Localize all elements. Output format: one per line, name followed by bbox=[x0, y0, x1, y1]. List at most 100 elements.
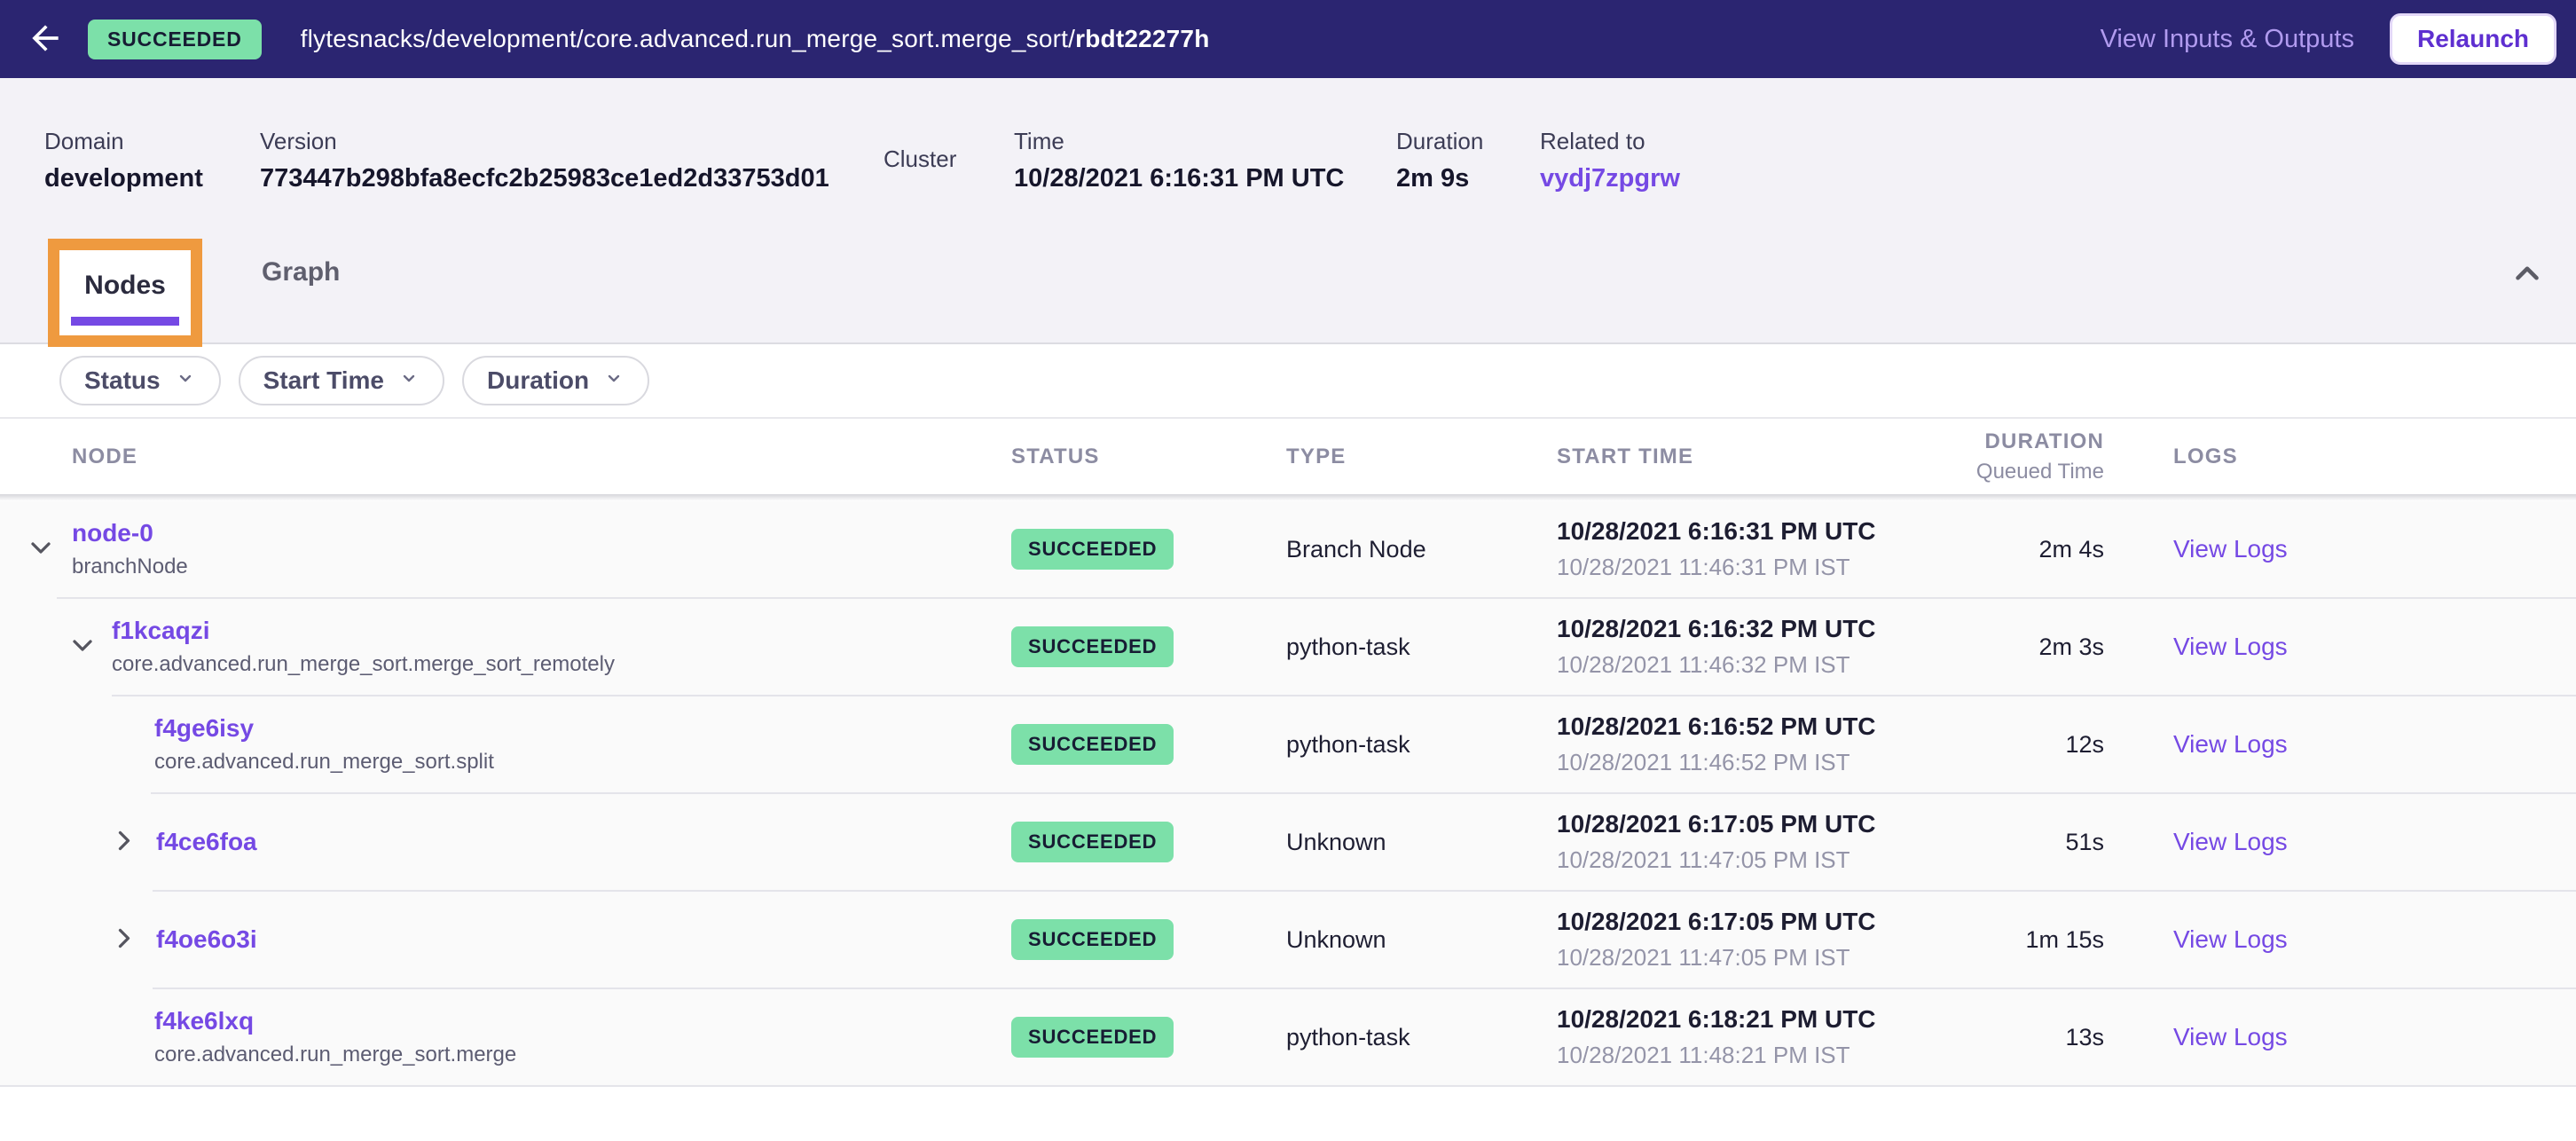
nodes-table: node-0 branchNode SUCCEEDED Branch Node … bbox=[0, 501, 2576, 1087]
node-type: Unknown bbox=[1286, 828, 1386, 855]
table-row: f4oe6o3i SUCCEEDED Unknown 10/28/2021 6:… bbox=[0, 892, 2576, 988]
filter-status-label: Status bbox=[84, 366, 161, 394]
filter-duration[interactable]: Duration bbox=[462, 356, 650, 405]
start-time-utc: 10/28/2021 6:18:21 PM UTC bbox=[1557, 1005, 1876, 1033]
node-id-link[interactable]: f1kcaqzi bbox=[112, 617, 210, 644]
meta-domain: Domain development bbox=[44, 128, 203, 193]
collapse-row-button[interactable] bbox=[25, 532, 57, 567]
node-duration: 12s bbox=[2065, 730, 2104, 758]
start-time-cell: 10/28/2021 6:18:21 PM UTC 10/28/2021 11:… bbox=[1557, 989, 1876, 1085]
start-time-ist: 10/28/2021 11:46:52 PM IST bbox=[1557, 749, 1850, 775]
chevron-right-icon bbox=[108, 923, 140, 957]
start-time-cell: 10/28/2021 6:17:05 PM UTC 10/28/2021 11:… bbox=[1557, 892, 1876, 988]
related-execution-link[interactable]: vydj7zpgrw bbox=[1540, 164, 1680, 193]
node-id-link[interactable]: f4ce6foa bbox=[156, 828, 257, 855]
col-duration-label: DURATION bbox=[1984, 429, 2104, 453]
annotation-highlight-box: Nodes bbox=[48, 239, 202, 347]
table-row: node-0 branchNode SUCCEEDED Branch Node … bbox=[0, 501, 2576, 597]
breadcrumb-path: flytesnacks/development/core.advanced.ru… bbox=[300, 25, 1076, 52]
node-duration: 1m 15s bbox=[2025, 925, 2104, 953]
meta-time-label: Time bbox=[1014, 128, 1064, 154]
chevron-down-icon bbox=[398, 366, 420, 395]
chevron-up-icon bbox=[2509, 266, 2546, 295]
node-subtitle: core.advanced.run_merge_sort.merge bbox=[154, 1043, 517, 1066]
row-divider bbox=[153, 988, 2576, 989]
execution-meta-bar: Domain development Version 773447b298bfa… bbox=[0, 78, 2576, 226]
node-duration: 2m 3s bbox=[2038, 633, 2104, 660]
header-scroll-shadow bbox=[0, 494, 2576, 501]
chevron-down-icon bbox=[67, 630, 98, 665]
collapse-section-button[interactable] bbox=[2509, 255, 2546, 295]
filter-start-time[interactable]: Start Time bbox=[238, 356, 444, 405]
meta-domain-value: development bbox=[44, 164, 203, 193]
table-row: f1kcaqzi core.advanced.run_merge_sort.me… bbox=[0, 599, 2576, 695]
view-inputs-outputs-link[interactable]: View Inputs & Outputs bbox=[2100, 24, 2354, 53]
table-row: f4ke6lxq core.advanced.run_merge_sort.me… bbox=[0, 989, 2576, 1085]
relaunch-button[interactable]: Relaunch bbox=[2389, 13, 2556, 65]
breadcrumb-execution-id: rbdt22277h bbox=[1075, 25, 1210, 52]
back-button[interactable] bbox=[25, 19, 66, 59]
meta-cluster-label: Cluster bbox=[884, 146, 957, 172]
view-logs-link[interactable]: View Logs bbox=[2173, 828, 2288, 855]
start-time-ist: 10/28/2021 11:48:21 PM IST bbox=[1557, 1042, 1850, 1068]
row-divider bbox=[57, 597, 2576, 599]
view-logs-link[interactable]: View Logs bbox=[2173, 535, 2288, 563]
node-duration: 51s bbox=[2065, 828, 2104, 855]
start-time-utc: 10/28/2021 6:17:05 PM UTC bbox=[1557, 810, 1876, 838]
col-type: TYPE bbox=[1286, 444, 1347, 468]
execution-status-badge: SUCCEEDED bbox=[88, 19, 262, 59]
meta-related-to: Related to vydj7zpgrw bbox=[1540, 128, 1680, 193]
view-logs-link[interactable]: View Logs bbox=[2173, 925, 2288, 953]
node-id-link[interactable]: f4ke6lxq bbox=[154, 1007, 255, 1035]
node-id-link[interactable]: node-0 bbox=[72, 519, 153, 547]
filter-start-time-label: Start Time bbox=[263, 366, 384, 394]
start-time-ist: 10/28/2021 11:46:32 PM IST bbox=[1557, 651, 1850, 678]
meta-time: Time 10/28/2021 6:16:31 PM UTC bbox=[1014, 128, 1344, 193]
view-logs-link[interactable]: View Logs bbox=[2173, 633, 2288, 660]
meta-duration-value: 2m 9s bbox=[1396, 164, 1470, 193]
chevron-right-icon bbox=[108, 825, 140, 860]
col-status: STATUS bbox=[1011, 444, 1100, 468]
divider bbox=[0, 417, 2576, 419]
node-type: Unknown bbox=[1286, 925, 1386, 953]
node-id-link[interactable]: f4oe6o3i bbox=[156, 925, 257, 953]
col-logs: LOGS bbox=[2173, 444, 2238, 468]
chevron-down-icon bbox=[175, 366, 196, 395]
expand-row-button[interactable] bbox=[108, 923, 140, 957]
node-subtitle: core.advanced.run_merge_sort.split bbox=[154, 750, 494, 774]
table-row: f4ce6foa SUCCEEDED Unknown 10/28/2021 6:… bbox=[0, 794, 2576, 890]
start-time-utc: 10/28/2021 6:16:31 PM UTC bbox=[1557, 517, 1876, 545]
node-type: python-task bbox=[1286, 730, 1410, 758]
tab-graph[interactable]: Graph bbox=[262, 257, 341, 287]
filter-bar: Status Start Time Duration bbox=[0, 344, 2576, 417]
node-id-link[interactable]: f4ge6isy bbox=[154, 714, 255, 742]
expand-row-button[interactable] bbox=[108, 825, 140, 860]
filter-status[interactable]: Status bbox=[59, 356, 221, 405]
status-badge: SUCCEEDED bbox=[1011, 529, 1174, 570]
start-time-ist: 10/28/2021 11:47:05 PM IST bbox=[1557, 846, 1850, 873]
bottom-whitespace bbox=[0, 1087, 2576, 1141]
meta-related-label: Related to bbox=[1540, 128, 1645, 154]
tab-nodes[interactable]: Nodes bbox=[84, 271, 166, 300]
start-time-cell: 10/28/2021 6:16:52 PM UTC 10/28/2021 11:… bbox=[1557, 696, 1876, 792]
node-subtitle: branchNode bbox=[72, 555, 188, 578]
view-logs-link[interactable]: View Logs bbox=[2173, 1023, 2288, 1051]
col-duration: DURATION Queued Time bbox=[1863, 419, 2104, 494]
meta-version-label: Version bbox=[260, 128, 337, 154]
breadcrumb: flytesnacks/development/core.advanced.ru… bbox=[301, 25, 1210, 53]
start-time-cell: 10/28/2021 6:16:32 PM UTC 10/28/2021 11:… bbox=[1557, 599, 1876, 695]
collapse-row-button[interactable] bbox=[67, 630, 98, 665]
start-time-utc: 10/28/2021 6:16:52 PM UTC bbox=[1557, 712, 1876, 740]
view-logs-link[interactable]: View Logs bbox=[2173, 730, 2288, 758]
status-badge: SUCCEEDED bbox=[1011, 822, 1174, 862]
active-tab-underline bbox=[71, 317, 179, 326]
node-type: Branch Node bbox=[1286, 535, 1426, 563]
chevron-down-icon bbox=[25, 532, 57, 567]
status-badge: SUCCEEDED bbox=[1011, 919, 1174, 960]
start-time-utc: 10/28/2021 6:16:32 PM UTC bbox=[1557, 615, 1876, 642]
top-bar: SUCCEEDED flytesnacks/development/core.a… bbox=[0, 0, 2576, 78]
row-divider bbox=[112, 695, 2576, 696]
tab-bar: Nodes Graph bbox=[0, 226, 2576, 347]
table-header: NODE STATUS TYPE START TIME DURATION Que… bbox=[0, 419, 2576, 494]
